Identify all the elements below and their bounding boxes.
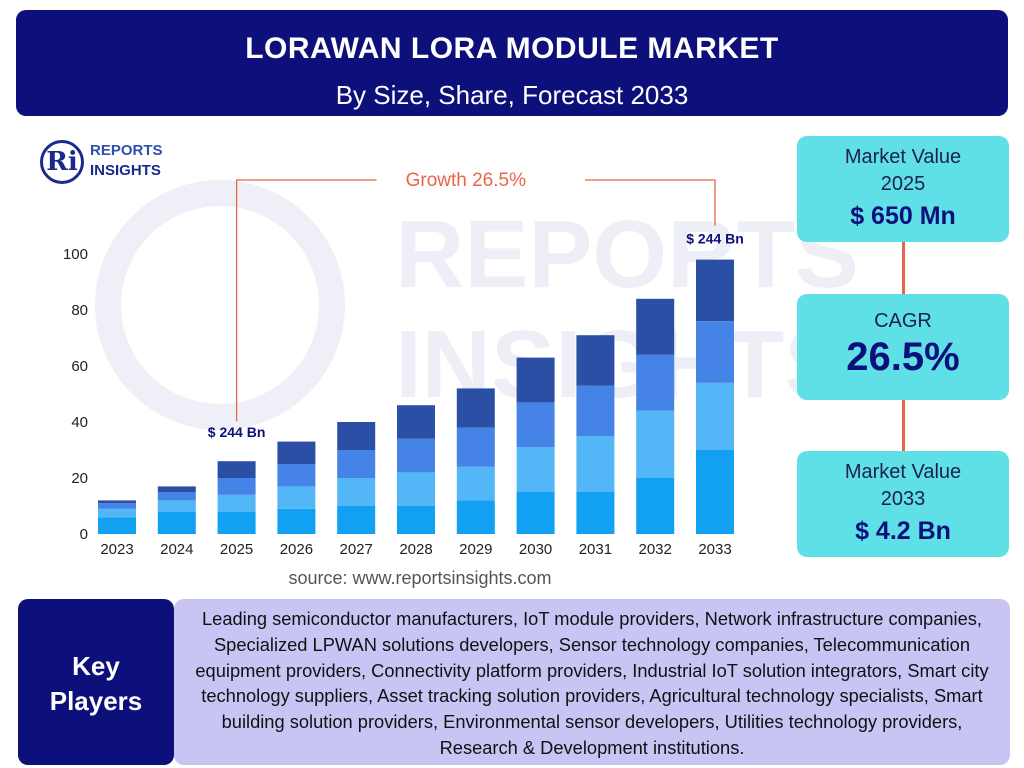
key-players-word-1: Key xyxy=(72,651,120,681)
market-value-2025-card: Market Value 2025 $ 650 Mn xyxy=(797,136,1009,242)
bar-segment xyxy=(277,486,316,509)
market-value-2033-card: Market Value 2033 $ 4.2 Bn xyxy=(797,451,1009,557)
bar-segment xyxy=(217,461,256,478)
y-tick-label: 60 xyxy=(71,358,88,375)
card-label: Market Value xyxy=(844,146,962,168)
bar-segment xyxy=(157,492,196,501)
bar-segment xyxy=(98,503,136,509)
bar-segment xyxy=(337,478,376,506)
bar-segment xyxy=(576,436,615,492)
page-subtitle: By Size, Share, Forecast 2033 xyxy=(335,80,689,110)
bar-segment xyxy=(516,402,555,448)
bar-segment xyxy=(576,492,615,534)
bar-segment xyxy=(277,508,316,534)
bar-segment xyxy=(636,410,675,478)
bar-segment xyxy=(98,500,136,504)
title-banner: LORAWAN LORA MODULE MARKET By Size, Shar… xyxy=(16,10,1008,116)
key-players-heading: Key Players xyxy=(18,599,174,765)
bar-segment xyxy=(98,508,136,518)
bar-segment xyxy=(337,422,376,450)
bar-segment xyxy=(696,382,734,450)
brand-logo: Ri REPORTS INSIGHTS xyxy=(40,140,200,184)
bar-segment xyxy=(337,450,376,478)
logo-text-1: REPORTS xyxy=(90,142,163,159)
bar-segment xyxy=(456,388,495,428)
bar-segment xyxy=(516,357,555,403)
x-tick-label: 2025 xyxy=(220,541,253,558)
x-tick-label: 2027 xyxy=(340,541,373,558)
bar-segment xyxy=(456,466,495,501)
bar-segment xyxy=(576,335,615,386)
bar-segment xyxy=(397,405,435,439)
bar-segment xyxy=(397,506,435,534)
x-tick-label: 2029 xyxy=(459,541,492,558)
y-tick-label: 80 xyxy=(71,302,88,319)
connector-line-2 xyxy=(902,399,905,453)
card-year: 2025 xyxy=(880,173,926,195)
y-tick-label: 0 xyxy=(80,526,88,543)
bar-segment xyxy=(217,478,256,495)
bar-segment xyxy=(157,486,196,492)
bar-segment xyxy=(636,478,675,534)
stacked-bar-chart: 0 20 40 60 80 100 2023 2024 2025 2026 2027 2028 2029… xyxy=(63,170,744,558)
bar-segment xyxy=(157,500,196,512)
logo-mark: Ri xyxy=(40,140,84,184)
bar-segment xyxy=(277,441,316,464)
card-label: Market Value xyxy=(844,461,962,483)
bar-segment xyxy=(98,517,136,534)
key-players-list: Leading semiconductor manufacturers, IoT… xyxy=(174,599,1010,765)
x-tick-label: 2028 xyxy=(399,541,432,558)
x-tick-label: 2033 xyxy=(698,541,731,558)
watermark-logo: REPORTS INSIGHTS xyxy=(95,180,859,430)
bar-segment xyxy=(157,511,196,534)
key-players-word-2: Players xyxy=(49,686,143,716)
bar-segment xyxy=(277,464,316,487)
bar-segment xyxy=(217,511,256,534)
card-label: CAGR xyxy=(874,310,932,332)
bar-segment xyxy=(217,494,256,512)
x-tick-label: 2026 xyxy=(280,541,313,558)
card-value: 26.5% xyxy=(846,335,960,379)
x-tick-label: 2031 xyxy=(579,541,612,558)
bar-segment xyxy=(636,298,675,355)
bar-segment xyxy=(337,506,376,534)
bar-segment xyxy=(696,450,734,534)
bar-segment xyxy=(576,385,615,436)
logo-text-2: INSIGHTS xyxy=(90,162,161,179)
card-value: $ 650 Mn xyxy=(850,202,956,230)
bar-segment xyxy=(456,500,495,534)
end-value-label: $ 244 Bn xyxy=(686,231,744,247)
growth-bracket-left xyxy=(235,179,377,422)
card-value: $ 4.2 Bn xyxy=(855,517,951,545)
source-note: source: www.reportsinsights.com xyxy=(288,568,552,588)
x-tick-label: 2032 xyxy=(639,541,672,558)
growth-bracket-right xyxy=(585,179,716,226)
bar-segment xyxy=(636,354,675,411)
x-tick-label: 2024 xyxy=(160,541,193,558)
bar-segment xyxy=(516,492,555,534)
y-tick-label: 20 xyxy=(71,470,88,487)
x-tick-label: 2023 xyxy=(100,541,133,558)
bar-segment xyxy=(397,472,435,506)
bar-segment xyxy=(397,438,435,473)
bar-segment xyxy=(516,447,555,492)
growth-label: Growth 26.5% xyxy=(406,170,526,191)
y-tick-label: 40 xyxy=(71,414,88,431)
bar-segment xyxy=(696,259,734,322)
start-value-label: $ 244 Bn xyxy=(208,424,266,440)
x-tick-label: 2030 xyxy=(519,541,552,558)
card-year: 2033 xyxy=(880,488,926,510)
bar-segment xyxy=(696,321,734,383)
connector-line-1 xyxy=(902,242,905,296)
watermark-text-1: REPORTS xyxy=(395,201,860,308)
cagr-card: CAGR 26.5% xyxy=(797,294,1009,400)
page-title: LORAWAN LORA MODULE MARKET xyxy=(245,32,779,65)
bar-segment xyxy=(456,427,495,467)
y-tick-label: 100 xyxy=(63,246,88,263)
